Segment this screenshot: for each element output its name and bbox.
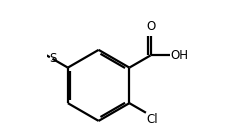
Text: S: S — [49, 52, 56, 65]
Text: Cl: Cl — [146, 113, 158, 126]
Text: OH: OH — [170, 49, 188, 62]
Text: O: O — [145, 20, 155, 34]
